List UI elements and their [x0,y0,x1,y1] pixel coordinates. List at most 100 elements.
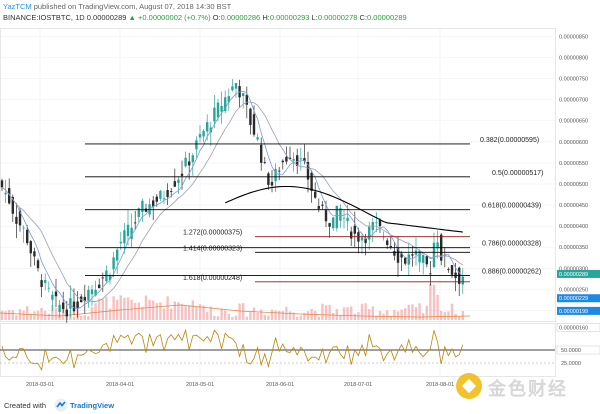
volume-bar [15,315,18,320]
close-value: 0.00000289 [367,13,407,22]
volume-bar [454,313,457,320]
published-text: published on TradingView.com, August 07,… [33,2,232,11]
price-tag [557,306,600,315]
candle-body [83,296,86,302]
candle-body [40,280,43,288]
candle-body [364,238,367,244]
volume-bar [22,310,25,320]
time-tick: 2018-05-01 [186,382,214,388]
price-axis[interactable]: 0.00000850 0.00000800 0.00000750 0.00000700… [556,34,600,332]
tradingview-brand[interactable]: TradingView [70,401,115,410]
volume-bar [29,313,32,320]
candle-body [263,162,266,164]
author-link[interactable]: YazTCM [3,2,32,11]
volume-bar [396,311,400,320]
main-pane-border [0,28,556,322]
volume-bar [368,309,371,320]
volume-bar [148,299,151,320]
volume-bar [422,313,425,320]
candle-body [216,102,220,118]
price-tick: 0.00000450 [559,203,588,209]
candle-body [123,230,126,244]
volume-bar [90,307,94,320]
candle-body [98,284,101,289]
rsi-indicator: 50.0000 25.0000 [0,328,600,371]
volume-bar [436,294,439,320]
volume-bar [425,305,428,320]
candle-body [0,180,4,188]
fib-label: 0.786(0.00000328) [482,241,541,248]
volume-bar [4,311,7,320]
volume-bar [407,304,410,320]
volume-bar [213,315,216,320]
price-chart[interactable]: 0.382(0.00000595) 0.5(0.00000517) 0.618(0.… [0,0,600,396]
candle-body [285,156,288,162]
candle-body [76,301,79,308]
candle-body [137,208,140,218]
volume-bar [170,308,173,320]
candle-body [425,256,428,265]
candle-body [342,217,346,219]
volume-bar [447,311,450,320]
candle-body [252,114,256,135]
open-label: O: [212,13,221,22]
volume-bar [26,306,29,320]
volume-bar [364,303,367,320]
volume-bar [51,304,54,320]
volume-bar [98,298,101,320]
volume-bar [40,307,43,320]
candle-body [58,304,61,313]
volume-bar [274,310,277,320]
watermark-text: 金色财经 [488,379,568,400]
candle-body [245,95,248,105]
rsi-line [1,328,464,371]
volume-bar [191,300,194,320]
volume-bar [180,303,184,320]
candle-body [375,222,378,224]
volume-bar [299,315,302,320]
candle-body [184,157,187,167]
volume-bar [54,308,58,320]
volume-bar [350,306,353,320]
candle-body [393,251,396,256]
candle-body [195,140,198,150]
volume-bar [227,313,230,320]
price-change: +0.00000002 (+0.7%) [138,13,211,22]
volume-bar [443,312,446,320]
volume-bars [0,283,471,320]
volume-bar [339,315,342,320]
volume-bar [263,314,266,320]
candle-body [108,275,112,281]
candle-body [231,86,234,91]
candle-body [94,289,97,296]
candle-body [170,191,173,192]
candle-body [173,181,176,187]
volume-bar [231,316,234,320]
candle-body [177,179,180,184]
candle-body [436,242,439,249]
time-axis[interactable]: 2018-03-01 2018-04-01 2018-05-01 2018-06-01… [26,382,454,388]
fibonacci-levels: 0.382(0.00000595) 0.5(0.00000517) 0.618(0.… [85,137,543,283]
price-tag [557,269,600,278]
volume-bar [429,283,432,320]
candle-body [396,248,400,263]
candle-body [126,224,130,237]
chart-header: YazTCM published on TradingView.com, Aug… [0,0,600,26]
volume-bar [18,309,22,320]
volume-bar [159,302,162,320]
ma-200-line [224,185,463,233]
symbol-label[interactable]: BINANCE:IOSTBTC, 1D [3,13,85,22]
candle-body [159,190,162,199]
candle-body [29,241,32,254]
volume-bar [72,316,76,320]
price-tick: 0.00000700 [559,98,588,104]
price-tag [557,294,600,303]
volume-bar [440,310,443,320]
volume-bar [389,316,392,320]
volume-bar [260,309,263,320]
candle-body [260,144,263,163]
candle-body [400,253,403,258]
volume-bar [166,296,169,320]
candle-body [4,192,7,195]
time-tick: 2018-07-01 [344,382,372,388]
